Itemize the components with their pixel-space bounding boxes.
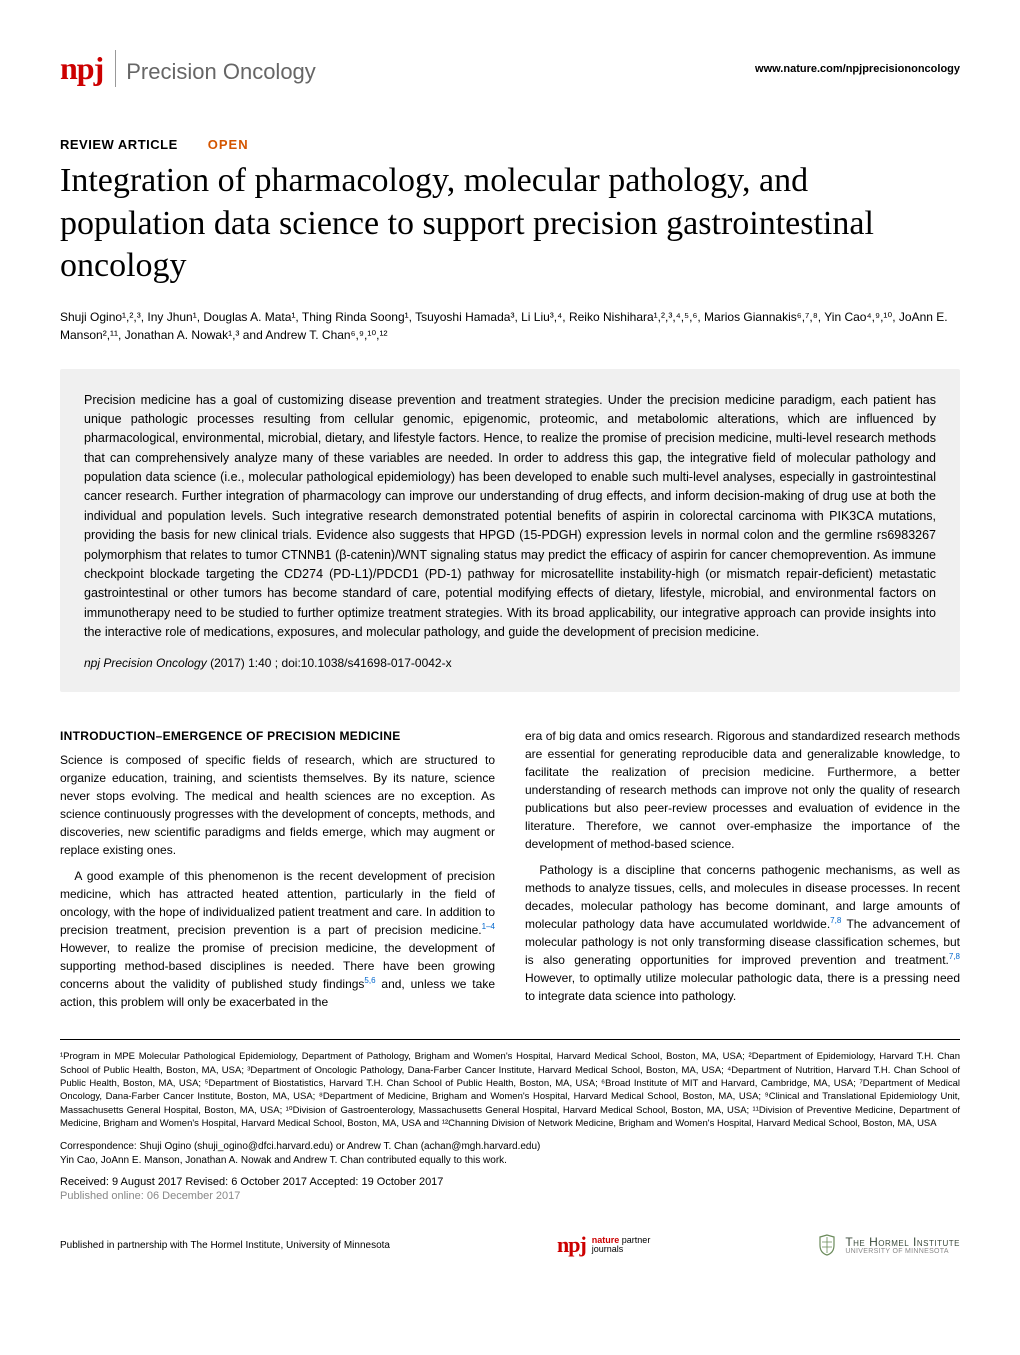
body-paragraph: A good example of this phenomenon is the… [60,867,495,1011]
logo-npj-mark: npj [60,50,116,87]
citation-ref[interactable]: 5,6 [364,976,375,985]
separator-line [60,1039,960,1040]
author-list: Shuji Ogino¹,²,³, Iny Jhun¹, Douglas A. … [60,308,960,344]
footer-npj-logo: npj nature partner journals [557,1232,650,1258]
citation-ref[interactable]: 1–4 [482,922,495,931]
hormel-name: The Hormel Institute [845,1236,960,1248]
footer-hormel-logo: The Hormel Institute UNIVERSITY OF MINNE… [817,1233,960,1257]
abstract-box: Precision medicine has a goal of customi… [60,369,960,693]
logo-subtitle: Precision Oncology [126,59,316,85]
article-type-label: REVIEW ARTICLE [60,137,178,152]
correspondence-block: Correspondence: Shuji Ogino (shuji_ogino… [60,1140,960,1168]
contribution-line: Yin Cao, JoAnn E. Manson, Jonathan A. No… [60,1154,960,1168]
citation-journal: npj Precision Oncology [84,656,207,670]
journal-url[interactable]: www.nature.com/npjprecisiononcology [755,63,960,75]
abstract-text: Precision medicine has a goal of customi… [84,391,936,643]
body-paragraph: Pathology is a discipline that concerns … [525,861,960,1005]
hormel-text-block: The Hormel Institute UNIVERSITY OF MINNE… [845,1236,960,1255]
npj-mark-icon: npj [557,1232,586,1258]
citation-ref[interactable]: 7,8 [949,952,960,961]
affiliations-block: ¹Program in MPE Molecular Pathological E… [60,1050,960,1130]
dates-line: Received: 9 August 2017 Revised: 6 Octob… [60,1176,960,1188]
article-tag-line: REVIEW ARTICLE OPEN [60,137,960,152]
hormel-crest-icon [817,1233,837,1257]
body-paragraph: era of big data and omics research. Rigo… [525,727,960,853]
page-footer: Published in partnership with The Hormel… [60,1232,960,1258]
article-title: Integration of pharmacology, molecular p… [60,160,960,288]
citation-details: (2017) 1:40 ; doi:10.1038/s41698-017-004… [207,656,452,670]
citation-ref[interactable]: 7,8 [830,916,841,925]
correspondence-line: Correspondence: Shuji Ogino (shuji_ogino… [60,1140,960,1154]
page-header: npj Precision Oncology www.nature.com/np… [60,50,960,87]
footer-partnership-text: Published in partnership with The Hormel… [60,1240,390,1251]
published-online-line: Published online: 06 December 2017 [60,1190,960,1202]
body-column-left: INTRODUCTION–EMERGENCE OF PRECISION MEDI… [60,727,495,1019]
hormel-subtitle: UNIVERSITY OF MINNESOTA [845,1248,960,1255]
open-access-badge: OPEN [208,137,249,152]
citation-line: npj Precision Oncology (2017) 1:40 ; doi… [84,656,936,670]
nature-partner-label: nature partner journals [592,1236,651,1254]
body-two-column: INTRODUCTION–EMERGENCE OF PRECISION MEDI… [60,727,960,1019]
body-column-right: era of big data and omics research. Rigo… [525,727,960,1019]
journal-logo: npj Precision Oncology [60,50,316,87]
body-paragraph: Science is composed of specific fields o… [60,751,495,859]
section-heading: INTRODUCTION–EMERGENCE OF PRECISION MEDI… [60,727,495,745]
